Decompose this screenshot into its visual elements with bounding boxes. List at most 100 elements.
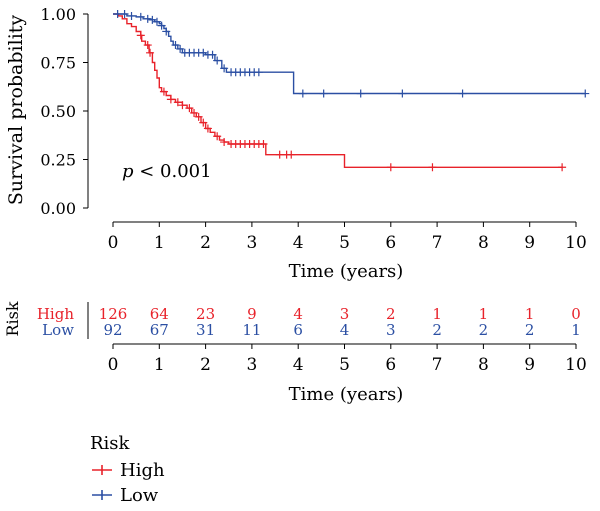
risk-count-high: 2	[386, 305, 396, 323]
risk-count-high: 1	[525, 305, 535, 323]
censor-mark-low	[208, 50, 217, 59]
censor-mark-low	[220, 64, 229, 73]
censor-mark-high	[259, 139, 268, 148]
censor-mark-high	[199, 118, 208, 127]
risk-count-high: 1	[432, 305, 442, 323]
risk-count-low: 67	[150, 321, 169, 339]
censor-mark-low	[298, 89, 307, 98]
risk-count-high: 4	[293, 305, 303, 323]
censor-mark-low	[458, 89, 467, 98]
censor-mark-low	[319, 89, 328, 98]
x-tick-label: 10	[565, 233, 587, 253]
x-tick-label: 2	[200, 233, 211, 253]
censor-mark-high	[428, 163, 437, 172]
p-symbol: p	[122, 161, 134, 182]
series-line-low	[113, 13, 586, 95]
risk-count-high: 1	[479, 305, 489, 323]
censor-mark-low	[176, 44, 185, 53]
censor-mark-low	[581, 89, 590, 98]
risk-x-tick-label: 10	[565, 355, 587, 375]
censor-mark-high	[136, 31, 145, 40]
risk-x-tick-label: 5	[339, 355, 350, 375]
x-tick-label: 5	[339, 233, 350, 253]
x-tick-label: 3	[246, 233, 257, 253]
risk-x-tick-label: 6	[385, 355, 396, 375]
censor-mark-low	[113, 10, 122, 18]
censor-mark-high	[558, 163, 567, 172]
risk-x-tick-label: 8	[478, 355, 489, 375]
censor-mark-low	[213, 56, 222, 65]
x-tick-label: 0	[108, 233, 119, 253]
risk-table-title: Risk	[3, 301, 22, 336]
survival-axes: 0.00 0.25 0.50 0.75 1.00 0 1 2 3 4 5 6 7 8 9 10	[40, 5, 586, 253]
censor-mark-low	[398, 89, 407, 98]
censor-mark-high	[185, 104, 194, 113]
censor-mark-high	[190, 108, 199, 117]
risk-x-tick-label: 2	[200, 355, 211, 375]
censor-mark-low	[152, 17, 161, 26]
risk-row-label-high: High	[37, 305, 74, 323]
censor-mark-low	[127, 11, 136, 20]
risk-x-tick-label: 3	[246, 355, 257, 375]
risk-count-high: 0	[571, 305, 581, 323]
censor-mark-high	[386, 163, 395, 172]
risk-count-high: 9	[247, 305, 257, 323]
risk-count-high: 64	[150, 305, 169, 323]
risk-count-high: 23	[196, 305, 215, 323]
risk-x-tick-label: 1	[154, 355, 165, 375]
y-tick-label: 0.50	[40, 102, 76, 121]
x-tick-label: 6	[385, 233, 396, 253]
x-tick-label: 1	[154, 233, 165, 253]
y-tick-label: 1.00	[40, 5, 76, 24]
censor-mark-high	[203, 124, 212, 133]
risk-x-tick-label: 4	[293, 355, 304, 375]
censor-mark-low	[157, 21, 166, 30]
censor-mark-low	[143, 14, 152, 23]
survival-plot: 0.00 0.25 0.50 0.75 1.00 0 1 2 3 4 5 6 7 8 9 10 Surviva…	[5, 5, 590, 282]
risk-count-low: 3	[386, 321, 396, 339]
legend-label-low: Low	[120, 485, 159, 506]
risk-count-high: 3	[340, 305, 350, 323]
risk-count-low: 92	[103, 321, 122, 339]
censor-mark-low	[162, 27, 171, 36]
risk-x-tick-label: 7	[432, 355, 443, 375]
legend-items: High Low	[92, 460, 165, 506]
censor-mark-high	[194, 112, 203, 121]
risk-row-label-low: Low	[42, 321, 74, 339]
x-tick-label: 4	[293, 233, 304, 253]
censor-mark-high	[287, 150, 296, 159]
legend: Risk High Low	[90, 433, 165, 506]
survival-curves	[113, 10, 590, 172]
y-tick-label: 0.25	[40, 151, 76, 170]
risk-count-low: 2	[525, 321, 535, 339]
risk-count-low: 11	[242, 321, 261, 339]
x-tick-label: 7	[432, 233, 443, 253]
legend-label-high: High	[120, 460, 165, 481]
censor-mark-high	[275, 150, 284, 159]
p-value-annotation: p < 0.001	[122, 161, 212, 182]
censor-mark-low	[120, 10, 129, 18]
censor-mark-high	[146, 48, 155, 57]
x-tick-label: 8	[478, 233, 489, 253]
censor-mark-high	[159, 87, 168, 96]
risk-count-high: 126	[99, 305, 128, 323]
censor-mark-low	[356, 89, 365, 98]
y-axis-label: Survival probability	[5, 15, 27, 206]
risk-count-low: 6	[293, 321, 303, 339]
x-tick-label: 9	[524, 233, 535, 253]
censor-mark-high	[166, 95, 175, 104]
risk-count-low: 1	[571, 321, 581, 339]
censor-mark-low	[199, 48, 208, 57]
censor-mark-high	[178, 101, 187, 110]
risk-x-axis-label: Time (years)	[289, 384, 404, 405]
x-axis-label: Time (years)	[289, 261, 404, 282]
p-value-text: < 0.001	[134, 161, 212, 182]
censor-mark-high	[213, 132, 222, 141]
y-tick-label: 0.00	[40, 199, 76, 218]
risk-count-low: 4	[340, 321, 350, 339]
censor-mark-low	[136, 12, 145, 21]
legend-title: Risk	[90, 433, 131, 454]
